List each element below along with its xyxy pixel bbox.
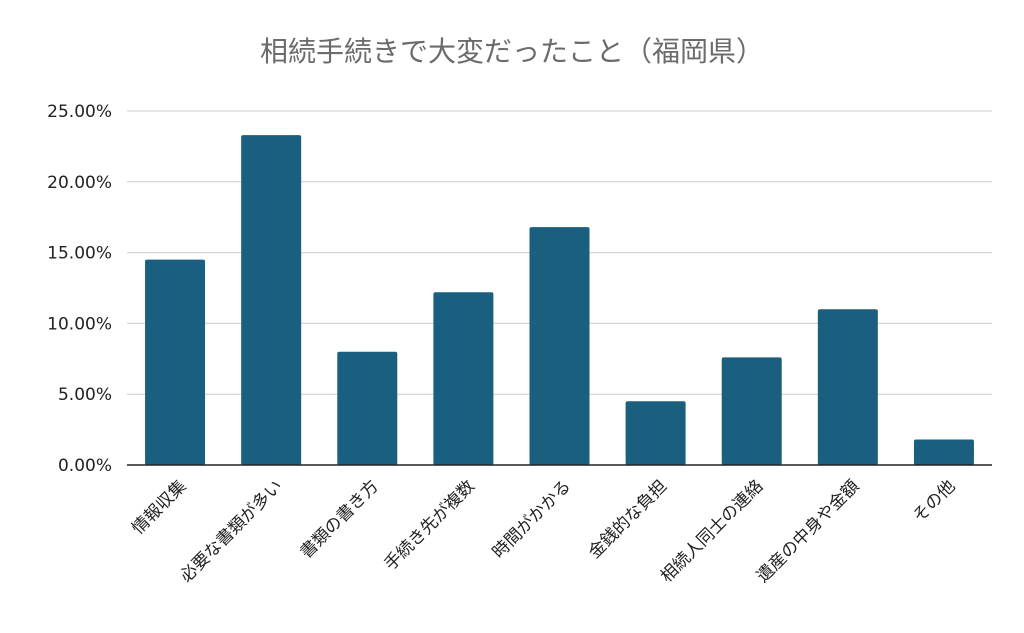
bar: [337, 351, 398, 465]
bar: [433, 292, 494, 465]
x-tick-label: 必要な書類が多い: [176, 476, 286, 586]
x-tick-label: 金銭的な負担: [585, 476, 671, 562]
y-tick-label: 5.00%: [58, 385, 112, 405]
y-tick-label: 15.00%: [47, 244, 112, 264]
y-tick-label: 20.00%: [47, 173, 112, 193]
x-tick-label: その他: [909, 476, 959, 526]
bar: [529, 227, 590, 465]
bar: [817, 309, 878, 465]
y-tick-label: 10.00%: [47, 314, 112, 334]
bar: [625, 401, 686, 465]
x-tick-label: 書類の書き方: [297, 476, 383, 562]
y-tick-label: 0.00%: [58, 456, 112, 476]
chart-title: 相続手続きで大変だったこと（福岡県）: [259, 35, 764, 68]
x-tick-label: 時間がかかる: [489, 476, 575, 562]
bar: [145, 259, 206, 465]
bar: [913, 439, 974, 465]
bar: [721, 357, 782, 465]
y-axis-ticks: 0.00% 5.00% 10.00% 15.00% 20.00% 25.00%: [47, 102, 112, 476]
x-tick-label: 手続き先が複数: [381, 476, 479, 574]
x-tick-label: 情報収集: [128, 476, 190, 538]
x-tick-label: 遺産の中身や金額: [753, 476, 863, 586]
x-tick-label: 相続人同士の連絡: [657, 476, 767, 586]
bars: [145, 135, 974, 465]
y-tick-label: 25.00%: [47, 102, 112, 122]
bar: [241, 135, 302, 465]
